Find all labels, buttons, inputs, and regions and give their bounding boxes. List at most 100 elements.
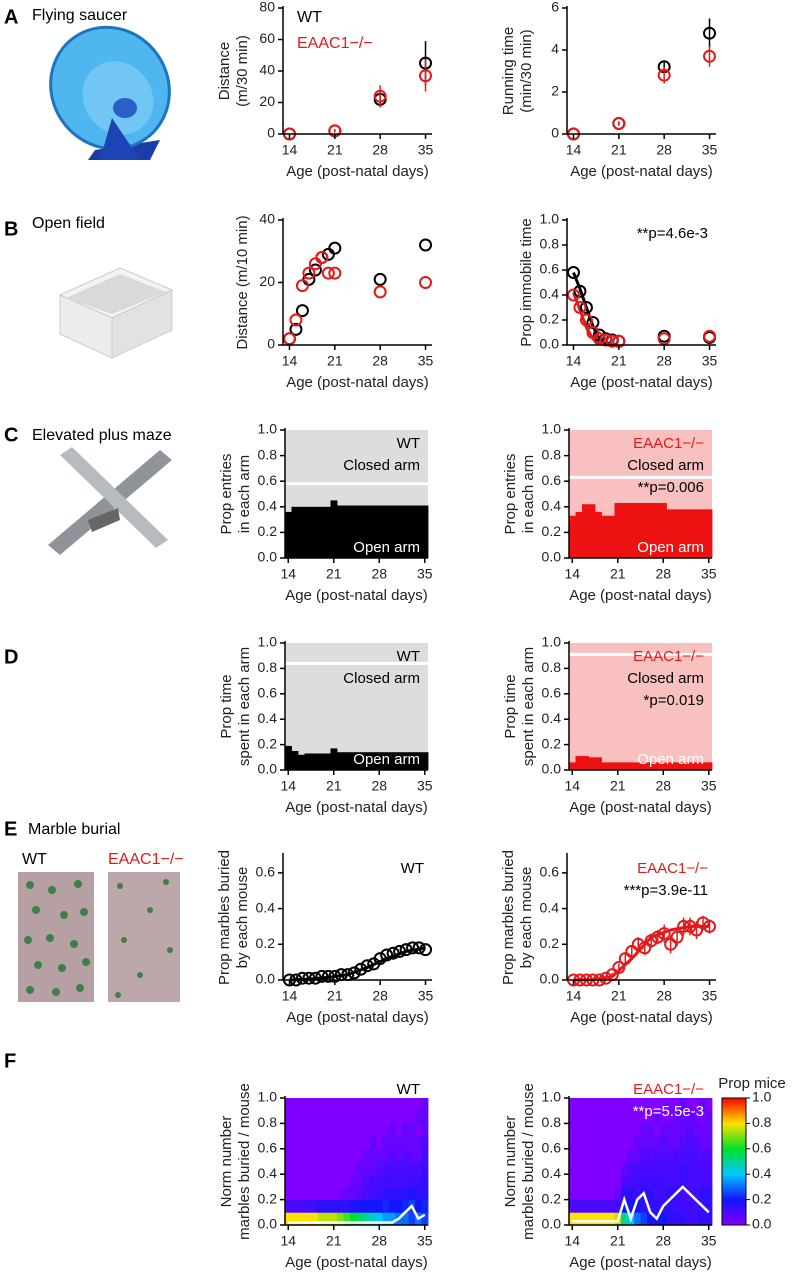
heat-cell — [311, 1136, 318, 1150]
annotation: **p=0.006 — [638, 479, 704, 496]
area-step — [660, 762, 667, 770]
y-axis-title: marbles buried / mouse — [236, 1083, 253, 1240]
heat-cell — [317, 1199, 325, 1213]
heat-cell — [647, 1186, 654, 1200]
heat-cell — [356, 1161, 364, 1175]
x-tick-label: 14 — [280, 566, 296, 582]
area-step — [595, 511, 602, 558]
area-step — [285, 511, 292, 558]
heat-cell — [588, 1161, 596, 1175]
heat-cell — [582, 1098, 589, 1112]
heat-cell — [291, 1186, 299, 1200]
heat-cell — [575, 1161, 583, 1175]
heat-cell — [389, 1174, 396, 1188]
area-step — [408, 505, 416, 558]
heat-cell — [621, 1123, 628, 1137]
heat-cell — [421, 1199, 429, 1213]
heat-cell — [614, 1186, 622, 1200]
annotation: WT — [397, 435, 420, 452]
y-tick-label: 0.4 — [540, 899, 560, 915]
heat-cell — [343, 1110, 351, 1124]
heat-cell — [376, 1123, 383, 1137]
area-step — [653, 762, 661, 770]
chart: Open arm WT Closed arm 0.0 0.2 0.4 0.6 0.8 1.0 14… — [218, 634, 433, 816]
area-step — [705, 509, 713, 558]
panel-letter: C — [4, 424, 18, 446]
heat-cell — [692, 1110, 700, 1124]
heat-cell — [356, 1186, 364, 1200]
heat-cell — [647, 1123, 654, 1137]
heat-cell — [343, 1148, 351, 1162]
heat-cell — [653, 1136, 661, 1150]
heat-cell — [699, 1123, 706, 1137]
x-axis-title: Age (post-natal days) — [570, 374, 713, 391]
heat-cell — [588, 1174, 596, 1188]
area-label: Open arm — [637, 751, 704, 768]
area-step — [389, 505, 396, 558]
y-tick-label: 0.2 — [542, 523, 562, 539]
marker — [302, 266, 316, 280]
heat-cell — [621, 1110, 628, 1124]
x-tick-label: 28 — [655, 1233, 671, 1249]
heat-cell — [614, 1136, 622, 1150]
heat-cell — [595, 1110, 602, 1124]
heat-cell — [614, 1098, 622, 1112]
marker — [573, 284, 587, 298]
chart: Open arm EAAC1−/− Closed arm *p=0.019 0.0 0.2… — [502, 634, 717, 816]
heat-cell — [627, 1174, 635, 1188]
y-axis-title: spent in each arm — [520, 647, 537, 766]
heat-cell — [395, 1110, 403, 1124]
marker — [315, 969, 329, 983]
heat-cell — [647, 1174, 654, 1188]
legend-entry: EAAC1−/− — [297, 35, 373, 52]
heat-cell — [660, 1148, 667, 1162]
heat-cell — [582, 1174, 589, 1188]
y-tick-label: 0.0 — [542, 549, 562, 565]
heat-cell — [415, 1110, 422, 1124]
heat-cell — [666, 1136, 674, 1150]
y-tick-label: 0.2 — [258, 523, 278, 539]
area-label: Open arm — [637, 539, 704, 556]
heat-cell — [692, 1199, 700, 1213]
area-step — [298, 506, 305, 558]
area-step — [608, 762, 615, 770]
heat-cell — [415, 1199, 422, 1213]
heat-cell — [575, 1136, 583, 1150]
heat-cell — [395, 1186, 403, 1200]
heat-cell — [421, 1161, 429, 1175]
heat-cell — [376, 1136, 383, 1150]
marker — [386, 946, 400, 960]
heat-cell — [376, 1110, 383, 1124]
heat-cell — [369, 1136, 377, 1150]
area-step — [601, 762, 609, 770]
heat-cell — [608, 1174, 615, 1188]
colorbar-tick-label: 0.8 — [752, 1114, 772, 1130]
area-step — [317, 753, 325, 770]
heat-cell — [588, 1098, 596, 1112]
heat-cell — [699, 1110, 706, 1124]
heat-cell — [389, 1212, 396, 1226]
heat-cell — [330, 1186, 338, 1200]
x-tick-label: 35 — [702, 142, 718, 158]
area-step — [343, 505, 351, 558]
heat-cell — [627, 1186, 635, 1200]
heat-cell — [389, 1123, 396, 1137]
heat-cell — [324, 1161, 331, 1175]
x-axis-title: Age (post-natal days) — [569, 587, 712, 604]
heat-cell — [337, 1174, 344, 1188]
area-step — [699, 509, 706, 558]
heat-cell — [343, 1161, 351, 1175]
area-step — [627, 502, 635, 558]
marker — [612, 961, 626, 974]
y-axis-title: Norm number — [502, 1116, 519, 1208]
heat-cell — [311, 1110, 318, 1124]
heat-cell — [408, 1212, 416, 1226]
marker — [703, 49, 717, 63]
heat-cell — [673, 1212, 680, 1226]
marker — [573, 301, 587, 314]
area-step — [376, 752, 383, 770]
heat-cell — [317, 1098, 325, 1112]
y-axis-title: Prop entries — [502, 454, 519, 535]
heat-cell — [311, 1148, 318, 1162]
y-tick-label: 0.0 — [540, 336, 560, 352]
